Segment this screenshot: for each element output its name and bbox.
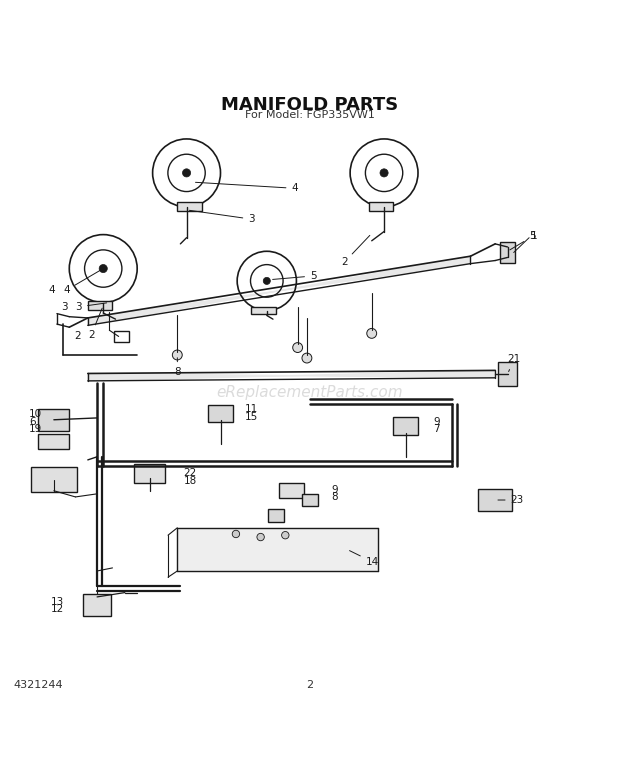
Text: 7: 7 xyxy=(433,424,440,434)
Text: 3: 3 xyxy=(76,302,107,312)
Text: 2: 2 xyxy=(341,235,370,267)
Text: 2: 2 xyxy=(74,332,81,342)
Bar xyxy=(303,494,317,506)
Circle shape xyxy=(232,530,240,538)
Bar xyxy=(393,416,418,435)
Bar xyxy=(478,489,512,511)
Text: 2: 2 xyxy=(306,680,314,689)
Bar xyxy=(114,331,130,342)
Bar xyxy=(88,301,112,310)
Text: 3: 3 xyxy=(61,302,68,312)
Text: 8: 8 xyxy=(331,492,338,502)
Circle shape xyxy=(264,278,270,285)
Text: eReplacementParts.com: eReplacementParts.com xyxy=(216,384,404,400)
Text: 14: 14 xyxy=(350,550,379,567)
Text: 6: 6 xyxy=(29,416,36,426)
Text: 9: 9 xyxy=(433,416,440,426)
Bar xyxy=(177,202,202,212)
Bar xyxy=(83,594,111,615)
Text: 10: 10 xyxy=(29,409,42,419)
Text: 19: 19 xyxy=(29,424,42,434)
Polygon shape xyxy=(88,256,471,325)
Text: 11: 11 xyxy=(245,405,259,414)
Text: 12: 12 xyxy=(51,604,64,614)
Text: 21: 21 xyxy=(508,354,521,372)
Circle shape xyxy=(302,353,312,363)
Text: 2: 2 xyxy=(88,308,102,340)
Circle shape xyxy=(380,169,388,177)
Text: 5: 5 xyxy=(510,231,536,250)
Text: MANIFOLD PARTS: MANIFOLD PARTS xyxy=(221,96,399,114)
Text: 18: 18 xyxy=(184,476,197,486)
Bar xyxy=(369,202,393,212)
Text: 5: 5 xyxy=(273,271,317,281)
Text: 22: 22 xyxy=(184,469,197,478)
Circle shape xyxy=(182,169,190,177)
Text: For Model: FGP335VW1: For Model: FGP335VW1 xyxy=(245,111,375,121)
Text: 9: 9 xyxy=(331,485,338,495)
Bar xyxy=(268,510,284,521)
Bar xyxy=(38,409,69,430)
Text: 1: 1 xyxy=(531,231,538,241)
Text: 4321244: 4321244 xyxy=(14,680,63,689)
Bar xyxy=(279,483,304,499)
Circle shape xyxy=(172,350,182,360)
Circle shape xyxy=(257,533,264,541)
Bar xyxy=(498,361,516,387)
Bar xyxy=(208,405,233,423)
Bar xyxy=(38,434,69,449)
Bar xyxy=(251,307,276,314)
Bar xyxy=(500,241,515,263)
Circle shape xyxy=(367,328,377,339)
Text: 23: 23 xyxy=(498,495,524,505)
Text: 4: 4 xyxy=(195,183,298,194)
Polygon shape xyxy=(177,528,378,571)
Bar xyxy=(134,464,165,483)
Text: 8: 8 xyxy=(174,358,181,377)
Circle shape xyxy=(99,264,107,273)
Text: 15: 15 xyxy=(245,412,259,422)
Text: 4: 4 xyxy=(48,285,55,295)
Bar xyxy=(31,467,77,492)
Circle shape xyxy=(293,343,303,353)
Text: 3: 3 xyxy=(189,210,255,224)
Circle shape xyxy=(281,532,289,539)
Text: 13: 13 xyxy=(51,597,64,607)
Text: 4: 4 xyxy=(63,270,101,295)
Polygon shape xyxy=(88,370,495,381)
